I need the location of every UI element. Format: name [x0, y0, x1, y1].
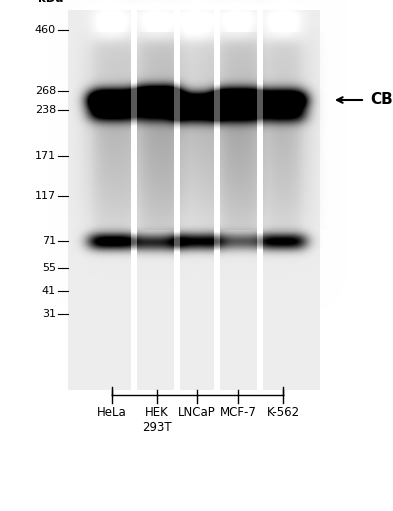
Text: 55: 55	[42, 263, 56, 273]
Text: K-562: K-562	[266, 406, 299, 419]
Text: HeLa: HeLa	[97, 406, 127, 419]
Text: 268: 268	[35, 86, 56, 96]
Text: 117: 117	[35, 191, 56, 201]
Text: 41: 41	[42, 286, 56, 296]
Text: MCF-7: MCF-7	[220, 406, 257, 419]
Text: LNCaP: LNCaP	[178, 406, 216, 419]
Text: 238: 238	[35, 105, 56, 115]
Text: CBP: CBP	[370, 92, 393, 107]
Text: HEK
293T: HEK 293T	[142, 406, 172, 434]
Text: 31: 31	[42, 309, 56, 319]
Text: 71: 71	[42, 236, 56, 246]
Text: 460: 460	[35, 25, 56, 35]
Text: kDa: kDa	[38, 0, 64, 5]
Text: 171: 171	[35, 151, 56, 161]
